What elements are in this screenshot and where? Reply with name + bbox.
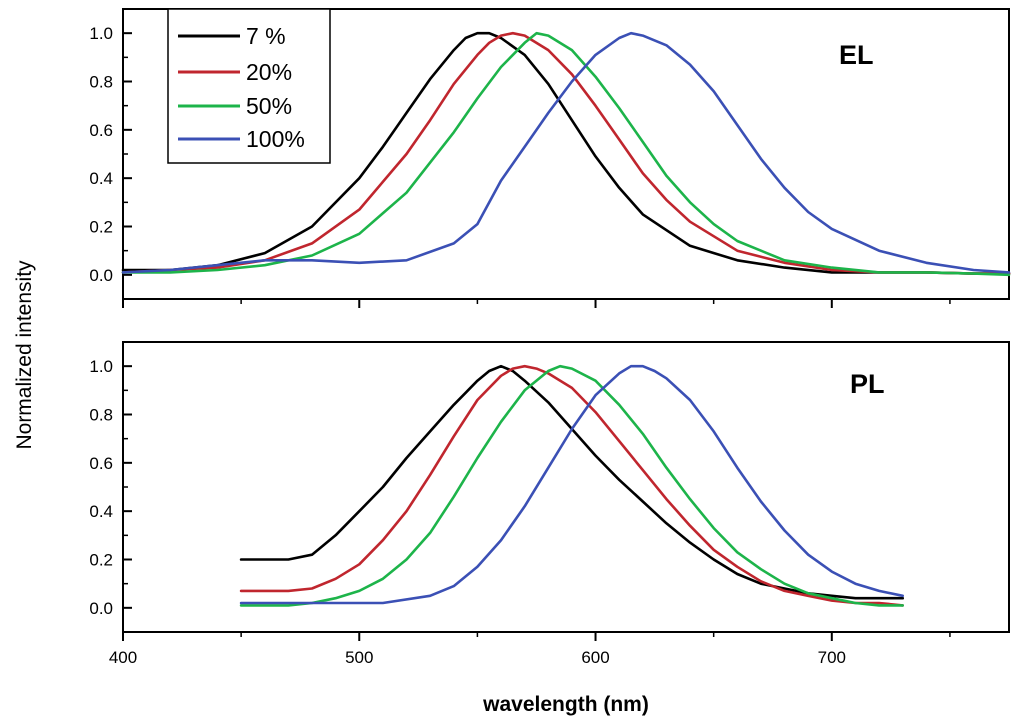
- pl-ytick-label: 0.6: [89, 454, 113, 473]
- pl-series-100: [239, 364, 905, 605]
- legend-label-50pct: 50%: [246, 93, 292, 119]
- el-series-7: [121, 31, 1011, 275]
- el-ytick-label: 0.2: [89, 218, 113, 237]
- legend-label-100pct: 100%: [246, 126, 305, 152]
- el-panel-label: EL: [839, 40, 874, 70]
- pl-ytick-label: 1.0: [89, 357, 113, 376]
- legend: 7 % 20% 50% 100%: [167, 8, 331, 164]
- legend-label-20pct: 20%: [246, 59, 292, 85]
- el-ytick-label: 0.6: [89, 121, 113, 140]
- el-series-group: [121, 31, 1011, 277]
- pl-ytick-label: 0.8: [89, 406, 113, 425]
- pl-xtick-label: 400: [109, 648, 137, 667]
- pl-axis-ticks: 0.0 0.2 0.4 0.6 0.8 1.0 400 500 600 700: [89, 357, 951, 667]
- y-axis-title: Normalized intensity: [13, 260, 36, 450]
- pl-series-7: [239, 364, 905, 600]
- el-ytick-label: 1.0: [89, 24, 113, 43]
- pl-panel-label: PL: [850, 369, 885, 399]
- pl-xtick-label: 700: [818, 648, 846, 667]
- pl-series-group: [239, 364, 905, 607]
- el-ytick-label: 0.4: [89, 169, 113, 188]
- legend-label-7pct: 7 %: [246, 23, 286, 49]
- el-ytick-label: 0.8: [89, 73, 113, 92]
- pl-series-50: [239, 364, 905, 607]
- pl-xtick-label: 600: [581, 648, 609, 667]
- el-axis-ticks: 0.0 0.2 0.4 0.6 0.8 1.0: [89, 24, 951, 308]
- x-axis-title: wavelength (nm): [482, 693, 649, 716]
- el-ytick-label: 0.0: [89, 266, 113, 285]
- el-series-50: [121, 31, 1011, 277]
- pl-series-20: [239, 364, 905, 607]
- pl-ytick-label: 0.0: [89, 599, 113, 618]
- pl-ytick-label: 0.2: [89, 551, 113, 570]
- pl-xtick-label: 500: [345, 648, 373, 667]
- el-series-100: [121, 31, 1011, 274]
- pl-ytick-label: 0.4: [89, 502, 113, 521]
- el-series-20: [121, 31, 1011, 275]
